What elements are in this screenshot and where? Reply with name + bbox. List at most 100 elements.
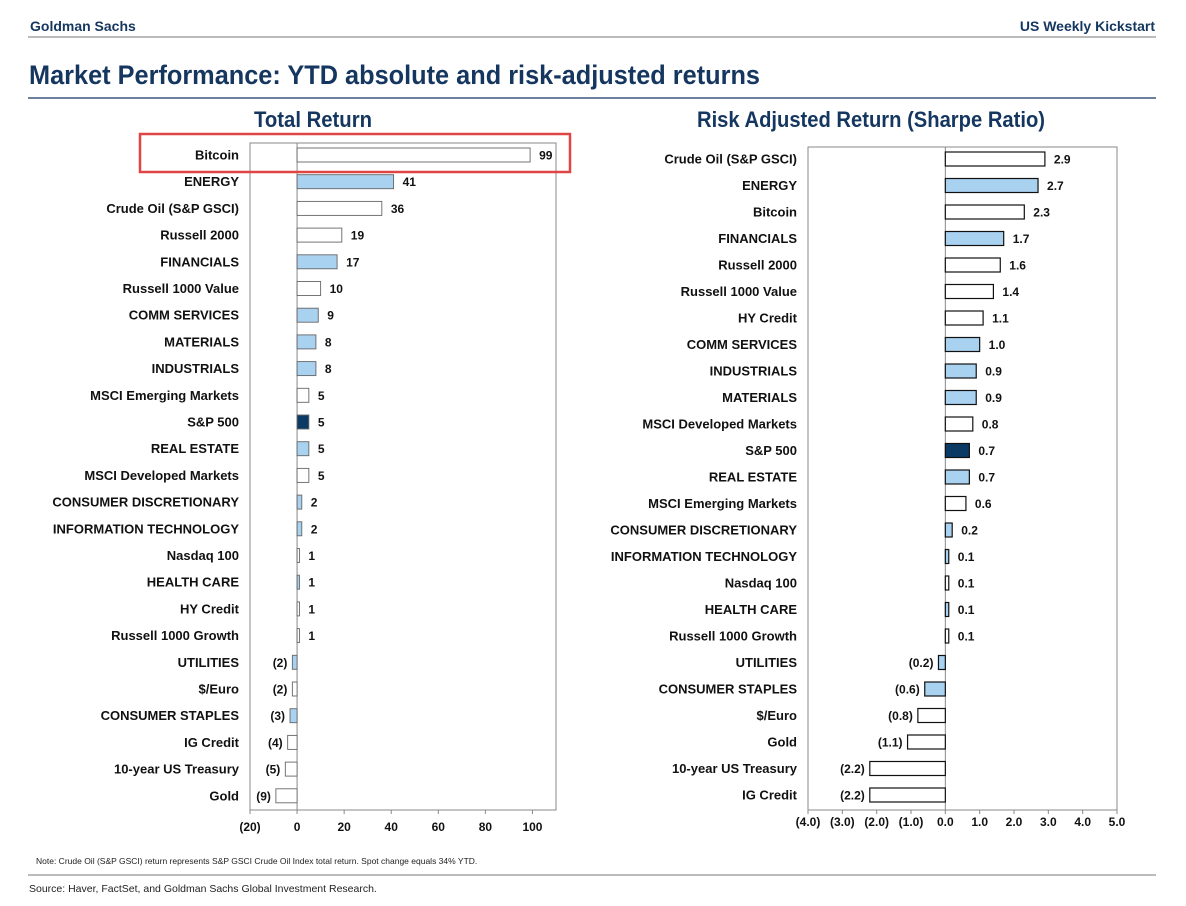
category-label: CONSUMER STAPLES: [659, 682, 798, 697]
category-label: REAL ESTATE: [709, 470, 797, 485]
category-label: Russell 1000 Value: [123, 281, 239, 296]
bar: [296, 548, 300, 563]
category-label: INDUSTRIALS: [152, 361, 240, 376]
category-label: MATERIALS: [164, 334, 239, 349]
category-label: MSCI Emerging Markets: [90, 388, 239, 403]
category-label: Bitcoin: [195, 148, 239, 163]
x-tick-label: (20): [239, 820, 260, 834]
bar: [296, 414, 310, 430]
x-tick-label: (3.0): [830, 815, 855, 829]
bar: [906, 734, 946, 750]
category-label: Nasdaq 100: [167, 548, 239, 563]
x-tick-label: 2.0: [1006, 815, 1023, 829]
bar: [944, 416, 974, 432]
bar: [917, 707, 946, 724]
category-label: 10-year US Treasury: [114, 762, 240, 777]
value-label: 2.3: [1033, 206, 1050, 220]
x-tick-label: (1.0): [899, 815, 924, 829]
value-label: 0.6: [975, 497, 992, 511]
category-label: INFORMATION TECHNOLOGY: [611, 549, 797, 564]
category-label: MSCI Developed Markets: [84, 468, 239, 483]
value-label: 0.1: [958, 550, 975, 564]
bar: [937, 654, 946, 671]
value-label: 17: [346, 255, 360, 269]
value-label: (2.2): [840, 789, 865, 803]
category-label: $/Euro: [757, 708, 798, 723]
bar: [944, 151, 1046, 167]
category-label: REAL ESTATE: [151, 441, 239, 456]
bar: [296, 307, 319, 323]
x-tick-label: 0.0: [937, 815, 954, 829]
value-label: 0.1: [958, 603, 975, 617]
bar: [296, 387, 310, 403]
category-label: Gold: [209, 788, 239, 803]
x-tick-label: 80: [479, 820, 493, 834]
bar: [284, 761, 298, 777]
category-label: CONSUMER DISCRETIONARY: [52, 495, 239, 510]
bar: [289, 708, 298, 724]
bar: [291, 654, 298, 670]
bar: [296, 174, 395, 190]
value-label: 10: [330, 282, 344, 296]
bar: [944, 469, 970, 485]
bar: [869, 787, 946, 803]
bar: [296, 441, 310, 457]
source-note: Source: Haver, FactSet, and Goldman Sach…: [29, 883, 377, 895]
bar: [296, 494, 303, 510]
bar: [296, 200, 383, 216]
bar: [944, 601, 950, 618]
bar: [296, 334, 317, 350]
category-label: UTILITIES: [736, 655, 798, 670]
bar: [296, 254, 338, 270]
value-label: (2.2): [840, 762, 865, 776]
value-label: 1: [308, 549, 315, 563]
value-label: 5: [318, 416, 325, 430]
category-label: CONSUMER DISCRETIONARY: [610, 523, 797, 538]
value-label: 19: [351, 229, 365, 243]
bar: [944, 230, 1005, 247]
category-label: ENERGY: [184, 174, 239, 189]
value-label: 1: [308, 629, 315, 643]
x-tick-label: 5.0: [1109, 815, 1126, 829]
value-label: 1.1: [992, 312, 1009, 326]
category-label: INFORMATION TECHNOLOGY: [53, 521, 239, 536]
category-label: Crude Oil (S&P GSCI): [664, 152, 797, 167]
value-label: (5): [266, 763, 281, 777]
category-label: Russell 1000 Growth: [669, 629, 797, 644]
category-label: INDUSTRIALS: [710, 364, 798, 379]
bar: [944, 389, 977, 406]
bar: [944, 548, 950, 565]
value-label: 2: [311, 496, 318, 510]
category-label: MSCI Developed Markets: [642, 417, 797, 432]
category-label: Bitcoin: [753, 205, 797, 220]
plot-area: [249, 142, 557, 811]
right-chart-title: Risk Adjusted Return (Sharpe Ratio): [697, 107, 1045, 132]
category-label: S&P 500: [187, 415, 239, 430]
category-label: Russell 1000 Growth: [111, 628, 239, 643]
bar: [291, 681, 298, 697]
category-label: UTILITIES: [178, 655, 240, 670]
left-chart-title: Total Return: [254, 107, 372, 132]
value-label: 1: [308, 602, 315, 616]
bar: [287, 734, 298, 750]
value-label: 1.0: [989, 338, 1006, 352]
value-label: (3): [270, 709, 285, 723]
category-label: Russell 2000: [160, 228, 239, 243]
bar: [944, 628, 950, 644]
bar: [869, 760, 946, 777]
category-label: FINANCIALS: [160, 254, 239, 269]
bar: [924, 681, 946, 697]
category-label: ENERGY: [742, 178, 797, 193]
bar: [296, 574, 300, 590]
brand-name: Goldman Sachs: [30, 18, 136, 34]
value-label: 8: [325, 335, 332, 349]
category-label: MSCI Emerging Markets: [648, 496, 797, 511]
category-label: $/Euro: [199, 682, 240, 697]
value-label: 0.9: [985, 365, 1002, 379]
category-label: HY Credit: [180, 601, 240, 616]
bar: [296, 601, 300, 617]
category-label: Nasdaq 100: [725, 576, 797, 591]
bar: [944, 336, 981, 353]
bar: [944, 204, 1025, 220]
bar: [944, 495, 967, 512]
